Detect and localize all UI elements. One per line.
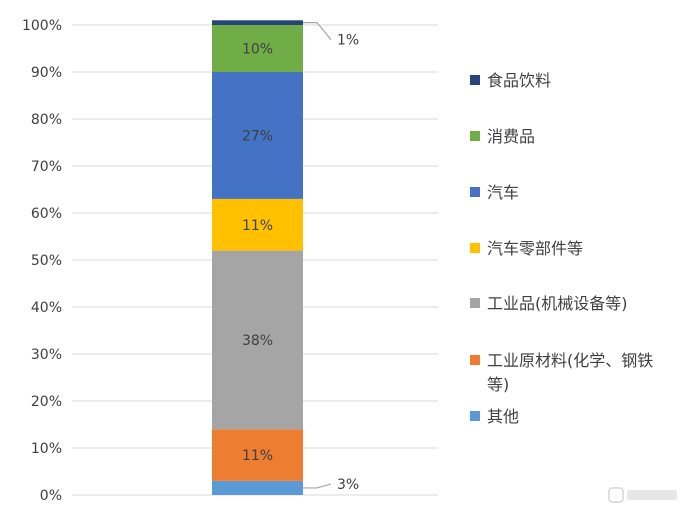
y-tick-label: 50%: [31, 253, 62, 269]
legend-swatch: [470, 298, 480, 308]
data-label: 11%: [242, 448, 273, 464]
data-label: 10%: [242, 42, 273, 58]
legend-entry: 食品饮料: [487, 71, 551, 90]
legend-swatch: [470, 187, 480, 197]
legend-swatch: [470, 411, 480, 421]
y-tick-label: 70%: [31, 159, 62, 175]
y-axis-ticks: 0% 10% 20% 30% 40% 50% 60% 70% 80% 90% 100%: [22, 18, 62, 504]
legend-swatch: [470, 243, 480, 253]
legend-entry: 工业原材料(化学、钢铁: [487, 351, 653, 370]
y-tick-label: 40%: [31, 300, 62, 316]
y-tick-label: 90%: [31, 65, 62, 81]
legend-entry: 汽车零部件等: [487, 239, 583, 258]
y-tick-label: 30%: [31, 347, 62, 363]
bar-segment: [212, 429, 303, 481]
data-label: 1%: [337, 33, 359, 49]
legend-swatch: [470, 75, 480, 85]
legend-entry: 消费品: [487, 127, 535, 146]
y-tick-label: 0%: [40, 488, 62, 504]
legend-swatch: [470, 131, 480, 141]
bar-segment: [212, 480, 303, 495]
data-label: 38%: [242, 333, 273, 349]
leader-line: [303, 483, 332, 489]
legend-swatch: [470, 355, 480, 365]
y-tick-label: 10%: [31, 441, 62, 457]
data-label: 3%: [337, 477, 359, 493]
data-label: 27%: [242, 128, 273, 144]
legend-entry-continued: 等): [487, 375, 509, 394]
leader-line: [303, 22, 332, 41]
bar-segment: [212, 198, 303, 251]
y-tick-label: 20%: [31, 394, 62, 410]
bar-segment: [212, 250, 303, 430]
watermark-logo-icon: [608, 487, 677, 503]
bar-segment: [212, 25, 303, 72]
legend-entry: 工业品(机械设备等): [487, 294, 628, 313]
bar-segments: [212, 20, 303, 495]
bar-segment: [212, 72, 303, 199]
data-labels: 3% 11% 38% 11% 27% 10% 1%: [242, 22, 359, 493]
bar-segment: [212, 20, 303, 25]
legend-entry: 其他: [487, 407, 519, 426]
y-tick-label: 80%: [31, 112, 62, 128]
data-label: 11%: [242, 218, 273, 234]
legend-entry: 汽车: [487, 183, 519, 202]
y-tick-label: 100%: [22, 18, 62, 34]
y-tick-label: 60%: [31, 206, 62, 222]
